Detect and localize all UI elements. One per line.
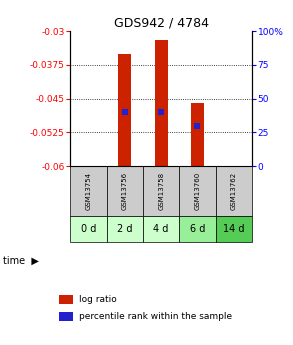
Bar xyxy=(70,216,107,241)
Bar xyxy=(118,53,131,166)
Bar xyxy=(216,216,252,241)
Bar xyxy=(107,216,143,241)
Bar xyxy=(107,166,143,216)
Bar xyxy=(179,166,216,216)
Text: GSM13758: GSM13758 xyxy=(158,172,164,210)
Bar xyxy=(70,166,107,216)
Text: GSM13762: GSM13762 xyxy=(231,172,237,210)
Text: percentile rank within the sample: percentile rank within the sample xyxy=(79,312,232,321)
Bar xyxy=(179,216,216,241)
Text: 2 d: 2 d xyxy=(117,224,132,234)
Text: time  ▶: time ▶ xyxy=(3,256,39,265)
Text: GSM13756: GSM13756 xyxy=(122,172,128,210)
Text: GSM13760: GSM13760 xyxy=(195,172,200,210)
Text: 0 d: 0 d xyxy=(81,224,96,234)
Bar xyxy=(191,103,204,166)
Bar xyxy=(143,166,179,216)
Text: 14 d: 14 d xyxy=(223,224,245,234)
Bar xyxy=(143,216,179,241)
Text: GSM13754: GSM13754 xyxy=(86,172,91,210)
Text: 6 d: 6 d xyxy=(190,224,205,234)
Text: 4 d: 4 d xyxy=(154,224,169,234)
Bar xyxy=(216,166,252,216)
Text: log ratio: log ratio xyxy=(79,295,117,304)
Bar xyxy=(155,40,168,166)
Title: GDS942 / 4784: GDS942 / 4784 xyxy=(114,17,209,30)
